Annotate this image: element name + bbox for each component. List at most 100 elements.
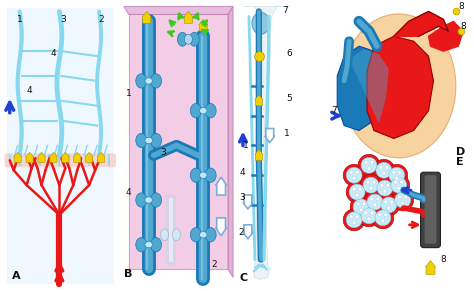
Text: 1: 1 bbox=[17, 15, 23, 24]
Circle shape bbox=[401, 201, 405, 205]
Polygon shape bbox=[243, 225, 253, 239]
Circle shape bbox=[372, 180, 376, 184]
Circle shape bbox=[353, 199, 369, 215]
Circle shape bbox=[372, 207, 394, 229]
Polygon shape bbox=[428, 21, 463, 51]
Ellipse shape bbox=[200, 232, 207, 238]
Polygon shape bbox=[216, 177, 227, 195]
Circle shape bbox=[355, 215, 359, 219]
Circle shape bbox=[394, 180, 398, 184]
Circle shape bbox=[358, 205, 380, 227]
Polygon shape bbox=[199, 19, 208, 31]
Polygon shape bbox=[73, 152, 81, 162]
Circle shape bbox=[398, 195, 402, 199]
Text: 1: 1 bbox=[126, 89, 132, 98]
Circle shape bbox=[367, 194, 383, 210]
Circle shape bbox=[390, 200, 394, 204]
Circle shape bbox=[360, 174, 382, 196]
Polygon shape bbox=[243, 195, 253, 209]
Circle shape bbox=[377, 180, 393, 196]
Circle shape bbox=[361, 208, 377, 224]
Circle shape bbox=[386, 183, 390, 187]
Polygon shape bbox=[97, 152, 105, 162]
Circle shape bbox=[373, 159, 395, 181]
Ellipse shape bbox=[150, 193, 162, 207]
Circle shape bbox=[370, 211, 374, 215]
Polygon shape bbox=[142, 11, 151, 23]
Circle shape bbox=[370, 197, 374, 201]
Polygon shape bbox=[244, 6, 290, 279]
Circle shape bbox=[352, 187, 356, 191]
Circle shape bbox=[364, 211, 368, 215]
Ellipse shape bbox=[342, 14, 456, 158]
Ellipse shape bbox=[252, 13, 270, 34]
Ellipse shape bbox=[205, 104, 216, 118]
Circle shape bbox=[361, 157, 377, 173]
Circle shape bbox=[367, 217, 371, 221]
Circle shape bbox=[350, 196, 372, 218]
Polygon shape bbox=[216, 218, 227, 236]
Circle shape bbox=[376, 162, 392, 178]
Polygon shape bbox=[124, 6, 233, 15]
Ellipse shape bbox=[190, 32, 199, 46]
Circle shape bbox=[400, 180, 404, 184]
Circle shape bbox=[346, 181, 368, 203]
Ellipse shape bbox=[191, 168, 201, 182]
Text: D: D bbox=[456, 147, 465, 157]
Polygon shape bbox=[85, 152, 93, 162]
Polygon shape bbox=[349, 49, 389, 124]
Text: 8: 8 bbox=[440, 255, 446, 264]
Ellipse shape bbox=[136, 74, 147, 88]
Text: A: A bbox=[12, 272, 20, 281]
Circle shape bbox=[349, 215, 353, 219]
Circle shape bbox=[391, 177, 407, 193]
Circle shape bbox=[385, 165, 389, 169]
Ellipse shape bbox=[136, 193, 147, 207]
Circle shape bbox=[387, 206, 391, 210]
Ellipse shape bbox=[205, 168, 216, 182]
Circle shape bbox=[359, 208, 363, 212]
Polygon shape bbox=[26, 152, 34, 162]
FancyBboxPatch shape bbox=[425, 175, 437, 244]
Circle shape bbox=[367, 166, 371, 170]
Circle shape bbox=[389, 167, 405, 183]
Polygon shape bbox=[367, 36, 434, 139]
Circle shape bbox=[384, 200, 388, 204]
Text: 2: 2 bbox=[211, 260, 217, 269]
Circle shape bbox=[358, 187, 362, 191]
Circle shape bbox=[356, 202, 360, 206]
Circle shape bbox=[375, 210, 391, 226]
Circle shape bbox=[343, 209, 365, 231]
Circle shape bbox=[343, 164, 365, 186]
Text: E: E bbox=[456, 157, 464, 167]
Circle shape bbox=[392, 189, 414, 211]
Ellipse shape bbox=[150, 237, 162, 252]
Circle shape bbox=[373, 203, 377, 207]
Ellipse shape bbox=[173, 229, 181, 241]
Circle shape bbox=[382, 171, 386, 175]
Circle shape bbox=[364, 191, 386, 213]
Circle shape bbox=[362, 202, 366, 206]
Polygon shape bbox=[14, 152, 22, 162]
Text: 8: 8 bbox=[458, 2, 464, 11]
Circle shape bbox=[369, 186, 373, 190]
Ellipse shape bbox=[150, 133, 162, 148]
Polygon shape bbox=[49, 152, 57, 162]
Circle shape bbox=[397, 186, 401, 190]
Ellipse shape bbox=[191, 104, 201, 118]
Circle shape bbox=[392, 170, 396, 174]
Circle shape bbox=[370, 160, 374, 164]
Ellipse shape bbox=[136, 237, 147, 252]
Ellipse shape bbox=[205, 228, 216, 242]
Circle shape bbox=[364, 160, 368, 164]
Circle shape bbox=[374, 177, 396, 199]
Text: 6: 6 bbox=[287, 49, 292, 58]
FancyBboxPatch shape bbox=[420, 172, 440, 248]
Circle shape bbox=[386, 164, 408, 186]
Circle shape bbox=[381, 219, 385, 223]
Text: 7: 7 bbox=[283, 6, 288, 15]
Ellipse shape bbox=[184, 34, 192, 44]
Polygon shape bbox=[394, 11, 448, 36]
Circle shape bbox=[355, 170, 359, 174]
Circle shape bbox=[352, 176, 356, 180]
